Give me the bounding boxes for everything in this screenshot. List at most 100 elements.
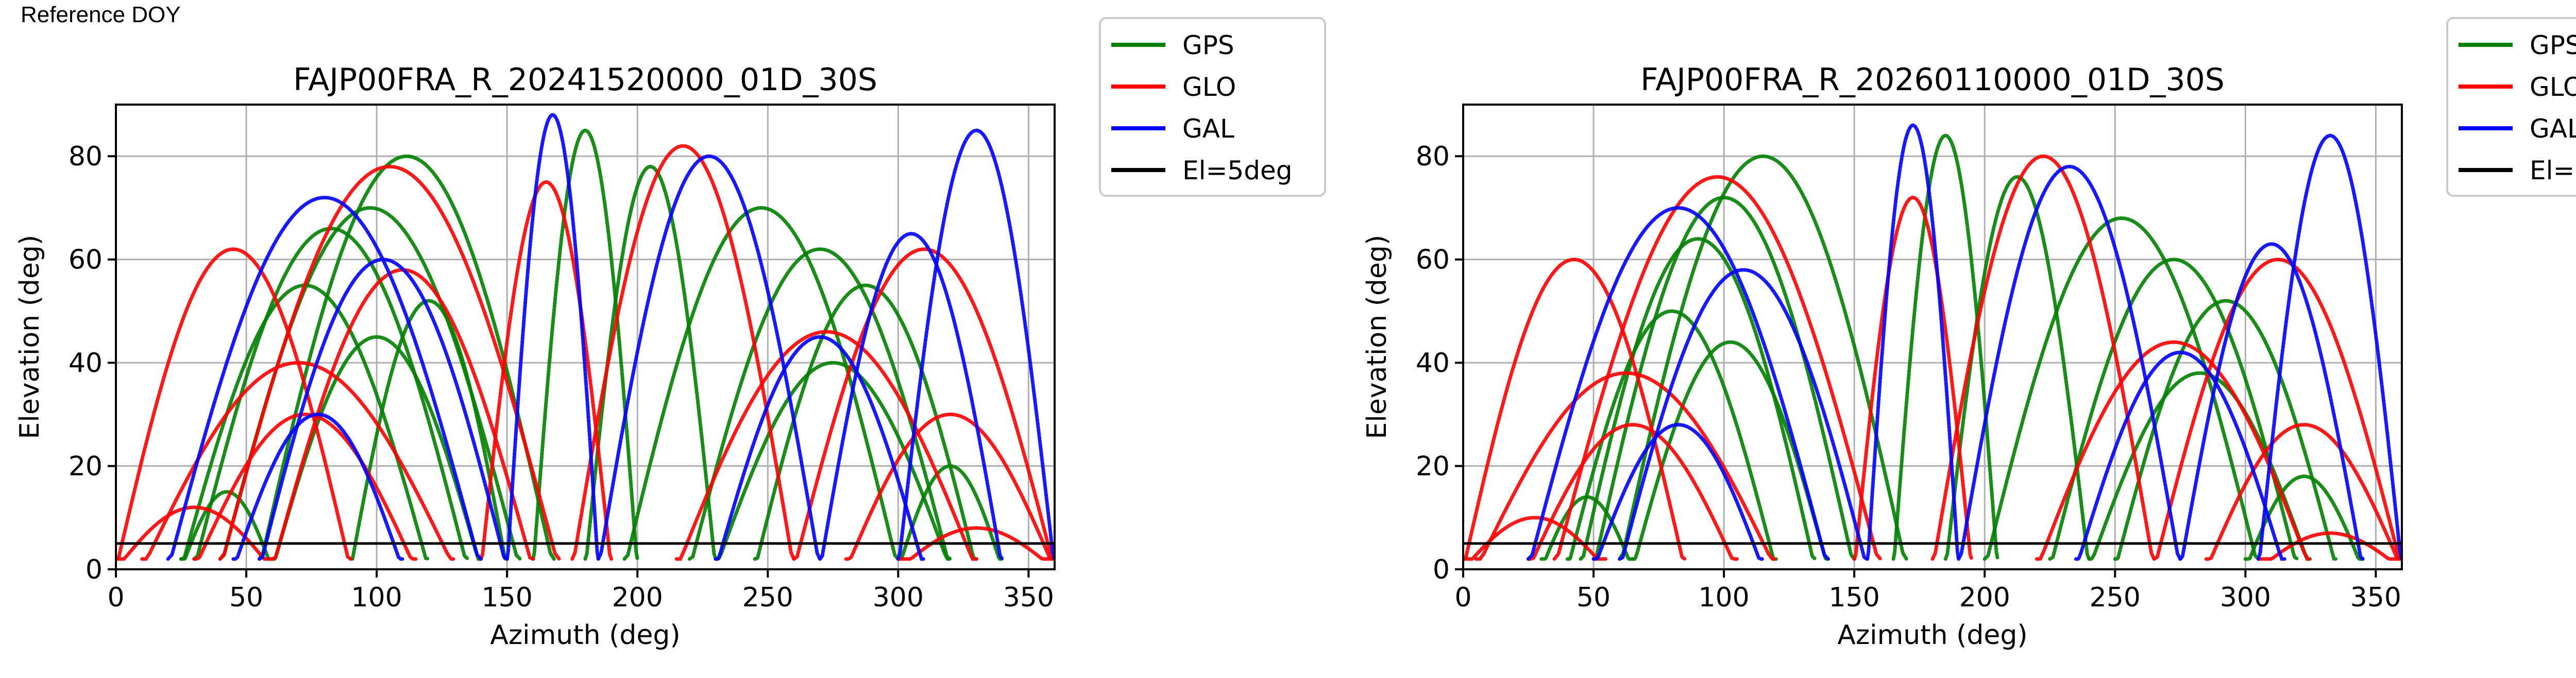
data-layer xyxy=(116,113,1055,561)
y-tick-label: 20 xyxy=(69,451,103,482)
glo-satellite-track xyxy=(792,247,1055,561)
legend: GPS GLO GAL El=5deg xyxy=(2446,17,2576,197)
glo-satellite-track xyxy=(1930,154,2156,561)
y-axis-label: Elevation (deg) xyxy=(1362,235,1393,439)
legend-label: GLO xyxy=(2530,72,2576,102)
y-tick-label: 60 xyxy=(1416,245,1450,276)
gps-satellite-track xyxy=(1631,340,1831,561)
glo-satellite-track xyxy=(570,144,796,561)
chart-panel-2: 0 50 100 150 200 250 300 350 0 20 40 60 80 FAJP00FRA_… xyxy=(1362,62,2403,651)
chart-title: FAJP00FRA_R_20260110000_01D_30S xyxy=(1640,62,2225,98)
glo-satellite-track xyxy=(674,330,978,561)
gps-satellite-track xyxy=(2048,258,2300,561)
plot-frame xyxy=(115,104,1056,570)
gps-satellite-track xyxy=(531,128,639,561)
y-tick-label: 40 xyxy=(1416,348,1450,379)
y-tick-label: 20 xyxy=(1416,451,1450,482)
gps-satellite-track xyxy=(2113,299,2338,561)
x-tick-label: 200 xyxy=(612,582,663,613)
gps-satellite-track xyxy=(753,283,978,561)
gal-satellite-track xyxy=(1957,164,2182,561)
glo-satellite-track xyxy=(140,361,457,561)
x-tick-label: 50 xyxy=(229,582,263,613)
gal-satellite-track xyxy=(1866,123,1961,561)
x-tick-label: 50 xyxy=(1577,582,1611,613)
glo-satellite-track xyxy=(2152,258,2402,561)
x-axis-label: Azimuth (deg) xyxy=(1837,620,2027,651)
y-tick-label: 60 xyxy=(69,245,103,276)
gps-satellite-track xyxy=(1943,175,2091,561)
legend-label: El=5deg xyxy=(1182,156,1292,185)
y-tick-label: 80 xyxy=(69,141,103,172)
gal-satellite-track xyxy=(596,154,822,561)
gps-satellite-track xyxy=(1591,195,1856,561)
legend-box xyxy=(1099,17,1326,197)
legend-label: GLO xyxy=(1182,72,1236,102)
glo-satellite-track xyxy=(1552,175,1883,561)
x-tick-label: 300 xyxy=(2220,582,2271,613)
gal-satellite-track xyxy=(231,412,405,561)
glo-satellite-track xyxy=(1852,195,1974,561)
glo-satellite-track xyxy=(192,412,418,561)
gal-satellite-track xyxy=(1527,206,1831,561)
legend-label: GAL xyxy=(1182,114,1234,144)
y-tick-label: 40 xyxy=(69,348,103,379)
glo-satellite-track xyxy=(844,412,1055,561)
x-tick-label: 150 xyxy=(482,582,533,613)
x-tick-label: 100 xyxy=(351,582,402,613)
legend-box xyxy=(2446,17,2576,197)
x-tick-label: 350 xyxy=(2350,582,2401,613)
x-tick-label: 350 xyxy=(1003,582,1054,613)
gps-satellite-track xyxy=(896,464,1005,561)
gps-satellite-track xyxy=(1618,154,1908,561)
y-axis-label: Elevation (deg) xyxy=(14,235,45,439)
glo-satellite-track xyxy=(116,247,352,561)
x-tick-label: 300 xyxy=(873,582,924,613)
reference-doy-note: Reference DOY xyxy=(21,2,181,27)
data-layer xyxy=(1463,123,2402,561)
legend-label: El=5deg xyxy=(2530,156,2576,185)
glo-satellite-track xyxy=(116,505,275,561)
glo-satellite-track xyxy=(1474,371,1778,561)
gal-satellite-track xyxy=(166,195,483,561)
gal-satellite-track xyxy=(1618,268,1869,561)
y-tick-label: 0 xyxy=(1433,554,1450,585)
glo-satellite-track xyxy=(1463,258,1687,561)
glo-satellite-track xyxy=(1527,422,1739,561)
y-tick-label: 80 xyxy=(1416,141,1450,172)
gps-satellite-track xyxy=(349,299,509,561)
gal-satellite-track xyxy=(714,335,926,561)
glo-satellite-track xyxy=(479,180,614,561)
glo-satellite-track xyxy=(2035,340,2313,561)
y-tick-label: 0 xyxy=(86,554,103,585)
x-tick-label: 0 xyxy=(107,582,124,613)
gal-satellite-track xyxy=(257,258,509,561)
glo-satellite-track xyxy=(896,526,1055,561)
gal-satellite-track xyxy=(2074,350,2286,561)
gps-satellite-track xyxy=(687,247,953,561)
x-tick-label: 100 xyxy=(1698,582,1749,613)
x-axis-label: Azimuth (deg) xyxy=(490,620,680,651)
chart-panel-1: 0 50 100 150 200 250 300 350 0 20 40 60 80 FAJP00FRA_… xyxy=(14,62,1056,651)
x-tick-label: 250 xyxy=(742,582,793,613)
chart-title: FAJP00FRA_R_20241520000_01D_30S xyxy=(293,62,877,98)
legend-label: GAL xyxy=(2530,114,2576,144)
legend-label: GPS xyxy=(2530,30,2576,60)
gal-satellite-track xyxy=(1591,422,1765,561)
x-tick-label: 250 xyxy=(2090,582,2141,613)
gps-satellite-track xyxy=(1891,133,1999,561)
plot-frame xyxy=(1462,104,2403,570)
gps-satellite-track xyxy=(1539,495,1635,561)
gal-satellite-track xyxy=(2178,242,2365,561)
gal-satellite-track xyxy=(505,113,600,561)
gal-satellite-track xyxy=(896,128,1055,561)
gps-satellite-track xyxy=(179,490,275,561)
gps-satellite-track xyxy=(714,361,953,561)
x-tick-label: 200 xyxy=(1959,582,2010,613)
glo-satellite-track xyxy=(2257,531,2402,561)
x-tick-label: 150 xyxy=(1829,582,1880,613)
gal-satellite-track xyxy=(818,232,1005,561)
x-tick-label: 0 xyxy=(1454,582,1471,613)
glo-satellite-track xyxy=(2204,422,2402,561)
